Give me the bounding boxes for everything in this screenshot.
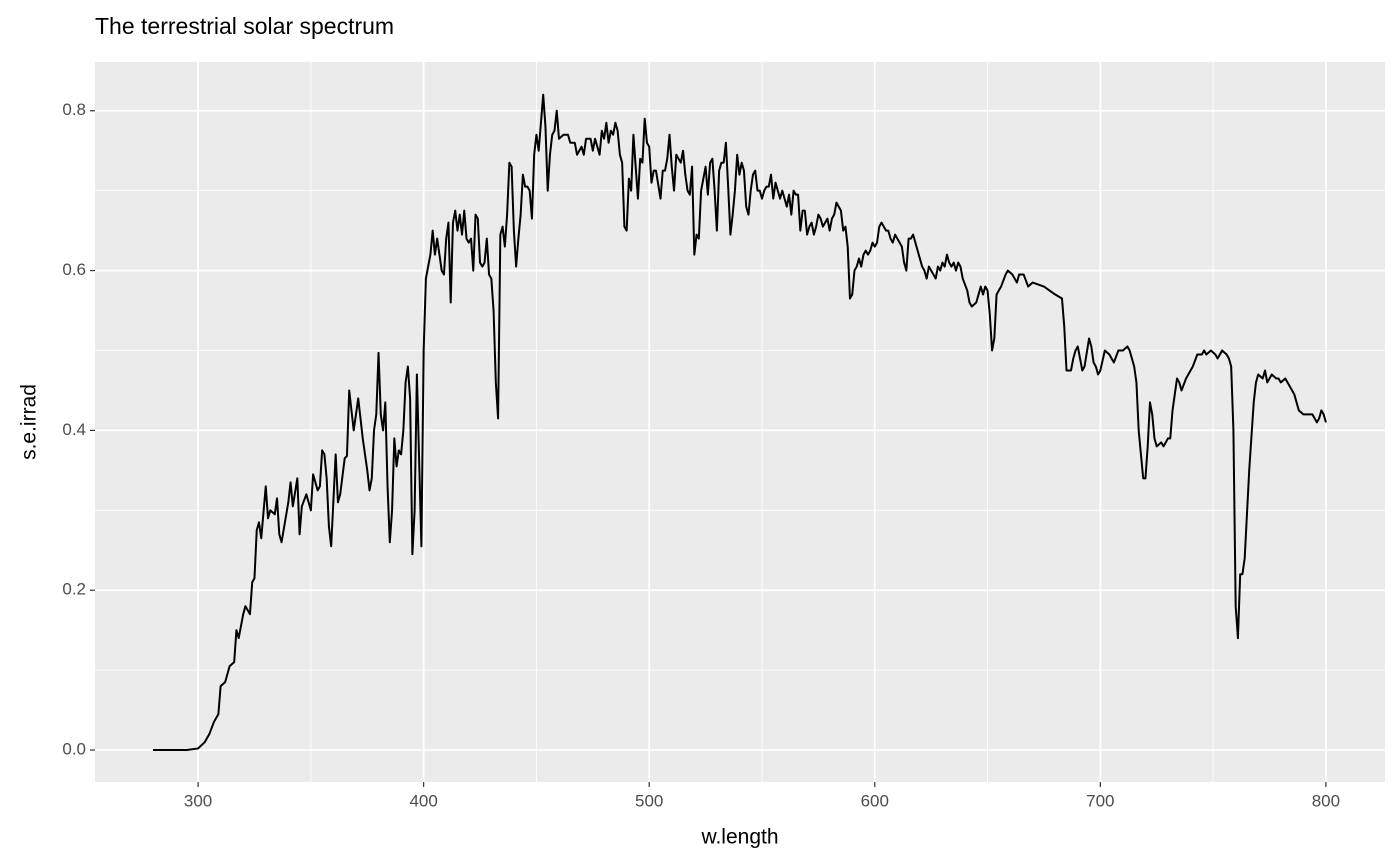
y-tick-label: 0.6 bbox=[62, 260, 86, 279]
x-tick-label: 800 bbox=[1312, 791, 1340, 810]
plot-panel bbox=[95, 62, 1385, 782]
x-tick-label: 600 bbox=[861, 791, 889, 810]
y-tick-label: 0.2 bbox=[62, 580, 86, 599]
x-tick-label: 400 bbox=[409, 791, 437, 810]
x-tick-label: 300 bbox=[184, 791, 212, 810]
chart-title: The terrestrial solar spectrum bbox=[95, 13, 394, 39]
x-tick-label: 700 bbox=[1086, 791, 1114, 810]
spectrum-line bbox=[152, 93, 1327, 752]
y-tick-label: 0.4 bbox=[62, 420, 86, 439]
x-axis-label: w.length bbox=[700, 826, 778, 849]
y-tick-label: 0.0 bbox=[62, 740, 86, 759]
y-tick-label: 0.8 bbox=[62, 100, 86, 119]
x-tick-label: 500 bbox=[635, 791, 663, 810]
y-axis-label: s.e.irrad bbox=[18, 384, 41, 460]
